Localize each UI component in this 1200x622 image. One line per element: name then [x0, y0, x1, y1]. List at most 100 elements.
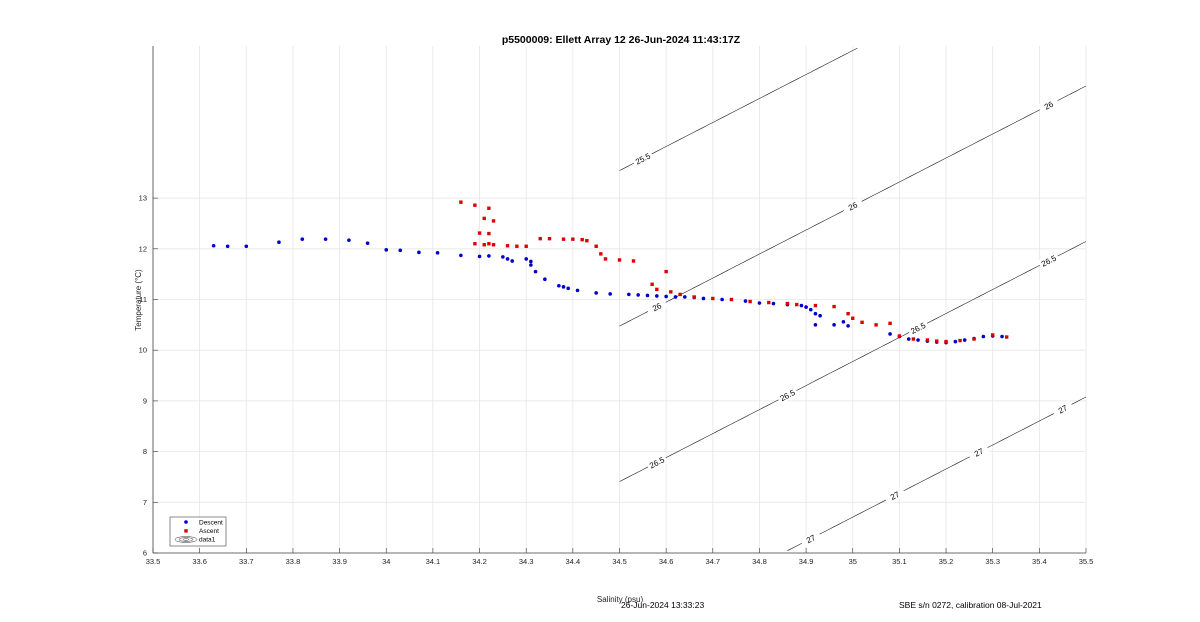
x-tick-label: 35 [849, 557, 857, 566]
legend-ascent-label: Ascent [199, 528, 219, 535]
descent-point [655, 294, 659, 298]
x-axis-label: Salinity (psu) [597, 595, 644, 604]
ascent-point [482, 243, 486, 247]
isopycnal-label-bg [841, 196, 864, 216]
chart-title: p5500009: Ellett Array 12 26-Jun-2024 11… [502, 34, 741, 46]
ascent-point [813, 303, 818, 308]
descent-point [916, 338, 920, 342]
ascent-point [767, 300, 771, 305]
legend-box [169, 516, 227, 547]
descent-point [636, 293, 640, 297]
x-tick-label: 35.1 [892, 557, 907, 566]
ascent-point [571, 237, 575, 241]
descent-point [804, 305, 808, 309]
legend-descent-label: Descent [199, 520, 223, 527]
ascent-point [851, 316, 855, 320]
ascent-point [487, 231, 491, 236]
x-tick-label: 35.4 [1032, 557, 1047, 566]
descent-point [720, 297, 724, 302]
x-tick-label: 34.5 [612, 557, 627, 566]
legend-data1-label: data1 [199, 537, 216, 544]
legend: Descent Ascent data1 [169, 516, 227, 547]
descent-point [225, 244, 230, 249]
y-tick-label: 13 [139, 194, 147, 203]
isopycnal-label-bg [631, 149, 654, 168]
x-tick-label: 33.6 [192, 557, 207, 566]
isopycnal-line [619, 47, 858, 171]
descent-point [953, 339, 958, 344]
isopycnal-label: 27 [889, 490, 902, 502]
descent-point [459, 253, 463, 258]
y-tick-label: 8 [143, 447, 147, 456]
ascent-point [603, 257, 608, 261]
ascent-point [972, 337, 976, 341]
ascent-point [729, 297, 734, 302]
descent-point [594, 291, 598, 295]
isopycnal-line [619, 241, 1087, 482]
ascent-point [888, 321, 892, 326]
ascent-point [925, 338, 930, 342]
ascent-point [524, 244, 528, 248]
ascent-point [585, 238, 589, 243]
isopycnal-label-bg [776, 386, 799, 405]
descent-point [501, 255, 505, 259]
ascent-point [897, 334, 902, 338]
isopycnal-label-bg [1051, 399, 1074, 419]
isopycnal-label-bg [883, 486, 906, 505]
descent-point [608, 292, 612, 296]
ascent-point [711, 296, 715, 301]
isopycnal-line [787, 396, 1087, 551]
descent-point [799, 303, 804, 308]
ascent-point [491, 219, 496, 223]
descent-point [808, 307, 813, 312]
ascent-point [487, 242, 491, 246]
isopycnal-label-bg [906, 318, 930, 337]
descent-point [477, 254, 482, 259]
descent-point [505, 257, 510, 261]
ascent-point [505, 244, 510, 248]
x-tick-label: 34.7 [705, 557, 720, 566]
ascent-point [650, 282, 654, 286]
x-tick-label: 34.8 [752, 557, 767, 566]
isopycnal-label-bg [645, 297, 668, 316]
isopycnal-label-bg [645, 453, 668, 472]
y-tick-label: 11 [139, 295, 147, 304]
isopycnal-label-bg [1037, 96, 1060, 115]
y-tick-label: 9 [143, 396, 147, 405]
descent-point [277, 240, 281, 245]
descent-point [529, 263, 533, 267]
ascent-point [473, 203, 477, 207]
descent-point [771, 301, 776, 306]
descent-point [575, 288, 580, 293]
ascent-point [958, 338, 962, 343]
footer-calibration: SBE s/n 0272, calibration 08-Jul-2021 [899, 600, 1042, 610]
ascent-point [944, 339, 948, 344]
ascent-point [1004, 335, 1009, 339]
y-tick-label: 7 [143, 498, 147, 507]
descent-point [347, 238, 351, 242]
descent-point [832, 323, 836, 327]
ascent-point [487, 206, 491, 210]
descent-point [365, 241, 370, 246]
x-tick-label: 33.5 [146, 557, 161, 566]
ascent-point [692, 295, 696, 299]
descent-point [323, 237, 328, 241]
ascent-point [580, 237, 584, 242]
isopycnal-label: 27 [973, 446, 986, 458]
ascent-point [874, 323, 878, 327]
descent-point [384, 248, 389, 252]
descent-point [533, 269, 538, 274]
descent-point [435, 251, 440, 255]
descent-point [557, 284, 561, 288]
descent-point [846, 324, 850, 328]
x-tick-label: 34.2 [472, 557, 487, 566]
ascent-point [477, 231, 482, 235]
ascent-point [599, 252, 603, 256]
isopycnal-label-bg [799, 529, 822, 548]
ascent-point [617, 258, 622, 262]
data-points [211, 200, 1009, 345]
descent-point [524, 257, 528, 261]
descent-point [543, 277, 547, 282]
y-tick-label: 6 [143, 549, 147, 558]
